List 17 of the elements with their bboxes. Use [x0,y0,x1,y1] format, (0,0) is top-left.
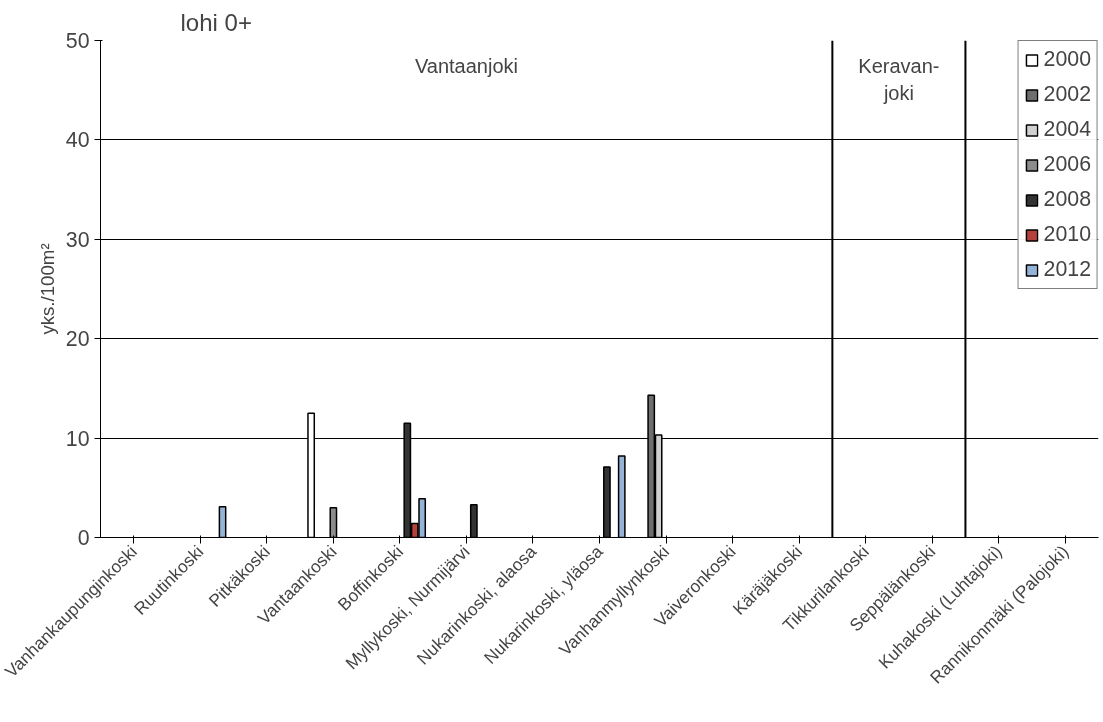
legend-label: 2008 [1043,187,1091,212]
chart-title: lohi 0+ [180,8,252,36]
legend-label: 2010 [1043,222,1091,247]
y-tick-label: 30 [65,227,90,252]
y-tick-label: 0 [77,526,90,550]
y-axis-title: yks./100m² [36,243,58,335]
legend-label: 2006 [1043,152,1091,177]
y-tick-label: 20 [65,327,90,352]
legend-label: 2002 [1043,82,1091,107]
legend-label: 2012 [1043,257,1091,282]
annotation: Vantaanjoki [414,55,518,78]
legend-label: 2000 [1043,47,1091,72]
y-tick-label: 40 [65,128,90,153]
annotation: Keravan- joki [858,55,940,104]
legend-label: 2004 [1043,117,1091,142]
y-tick-label: 10 [65,426,90,451]
y-tick-label: 50 [65,29,90,53]
